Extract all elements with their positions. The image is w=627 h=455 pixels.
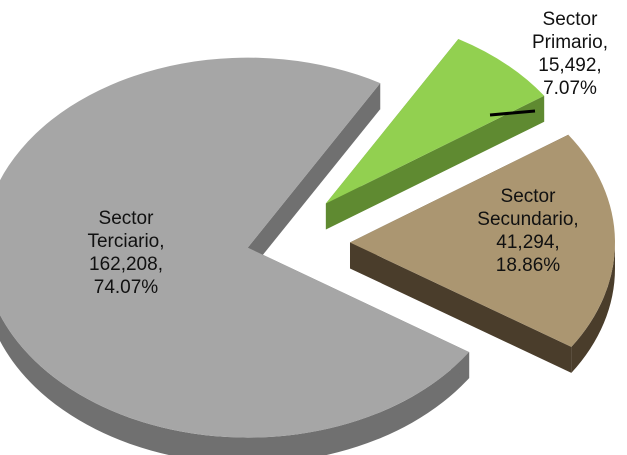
slice-label-terciario: Sector Terciario, 162,208, 74.07% — [66, 207, 186, 299]
label-primario-percent: 7.07% — [543, 78, 597, 99]
slice-label-primario: Sector Primario, 15,492, 7.07% — [515, 8, 625, 100]
label-primario-line2: Primario, — [531, 32, 608, 53]
slice-edge-primario-1 — [325, 95, 545, 230]
label-primario-line1: Sector — [542, 9, 598, 30]
label-secundario-line1: Sector — [500, 186, 556, 207]
label-terciario-percent: 74.07% — [93, 277, 159, 298]
leader-line-primario — [489, 109, 536, 117]
slice-top-terciario — [0, 57, 470, 438]
slice-side-secundario — [571, 242, 615, 373]
label-secundario-value: 41,294, — [496, 232, 560, 253]
slice-terciario — [0, 57, 470, 455]
slice-label-secundario: Sector Secundario, 41,294, 18.86% — [458, 185, 598, 277]
slice-secundario — [349, 134, 615, 373]
label-secundario-percent: 18.86% — [495, 255, 561, 276]
label-terciario-value: 162,208, — [89, 254, 163, 275]
label-secundario-line2: Secundario, — [477, 209, 579, 230]
slice-edge-secundario-1 — [349, 242, 572, 373]
slice-top-primario — [325, 38, 545, 204]
slice-top-secundario — [349, 134, 615, 347]
slice-primario — [325, 38, 545, 230]
label-primario-value: 15,492, — [538, 55, 602, 76]
slice-side-terciario — [0, 314, 470, 455]
label-terciario-line2: Terciario, — [87, 231, 165, 252]
label-terciario-line1: Sector — [98, 208, 154, 229]
slice-edge-terciario-1 — [247, 83, 381, 274]
